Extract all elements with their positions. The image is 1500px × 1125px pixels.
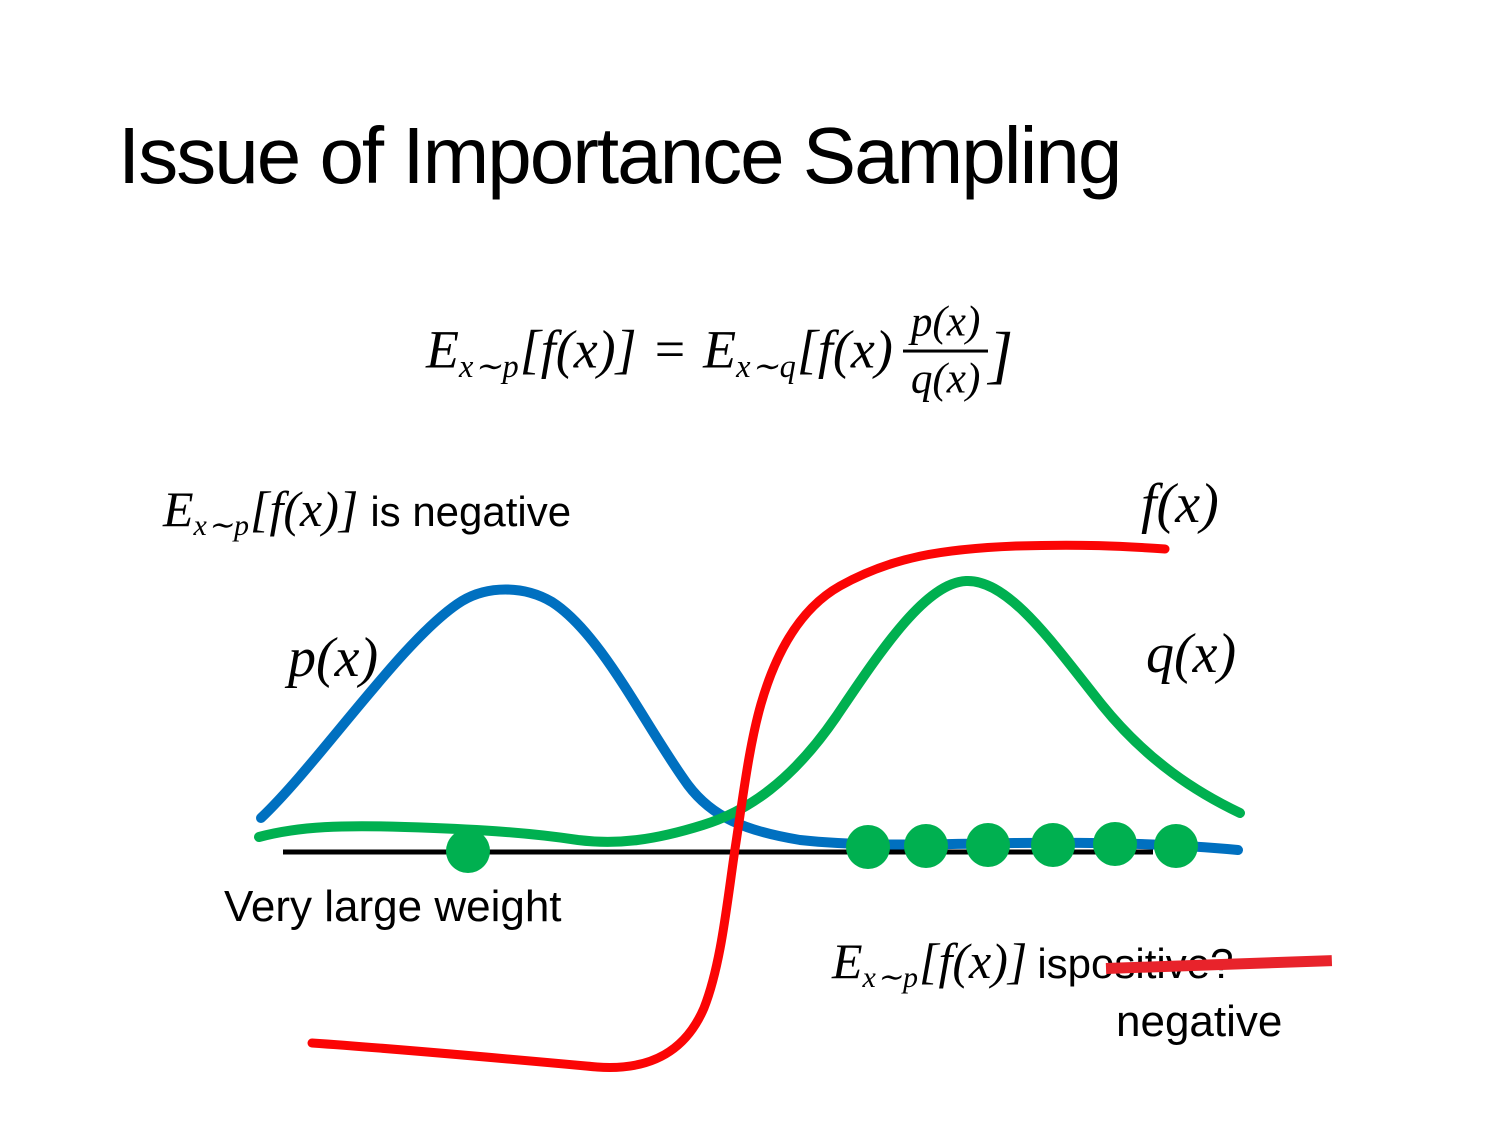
subscript-x-p: x∼p: [459, 348, 520, 385]
p-curve-label: p(x): [288, 627, 379, 689]
sample-dot: [846, 825, 890, 869]
slide-title: Issue of Importance Sampling: [118, 111, 1122, 200]
sample-dot: [966, 823, 1010, 867]
is-negative-text: is negative: [370, 488, 572, 535]
p-distribution-curve: [256, 584, 1243, 855]
sample-dot: [1031, 823, 1075, 867]
equals-sign: =: [654, 319, 686, 380]
f-function-curve: [307, 540, 1170, 1072]
closing-bracket: ]: [988, 318, 1014, 390]
importance-sampling-equation: Ex∼p[f(x)] = Ex∼q[f(x) p(x) q(x)]: [426, 299, 1014, 408]
lhs-bracket-term: [f(x)]: [519, 319, 637, 380]
f-curve-label: f(x): [1141, 473, 1219, 535]
weight-fraction: p(x) q(x): [902, 299, 989, 405]
fraction-numerator: p(x): [902, 299, 989, 353]
sample-dots: [446, 822, 1198, 873]
fraction-denominator: q(x): [910, 355, 981, 403]
expectation-negative-note: Ex∼p[f(x)] is negative: [163, 481, 572, 542]
subscript-x-q: x∼q: [736, 348, 797, 385]
rhs-open-term: [f(x): [796, 319, 893, 380]
sample-dot: [1154, 824, 1198, 868]
sample-dot: [446, 829, 490, 873]
sample-dot: [904, 824, 948, 868]
expectation-lhs: E: [426, 319, 459, 380]
is-text: is: [1037, 940, 1068, 987]
expectation-rhs: E: [703, 319, 737, 380]
negative-correction-text: negative: [1116, 997, 1283, 1046]
q-curve-label: q(x): [1146, 623, 1237, 685]
very-large-weight-note: Very large weight: [224, 882, 562, 931]
q-distribution-curve: [254, 575, 1245, 847]
sample-dot: [1093, 822, 1137, 866]
